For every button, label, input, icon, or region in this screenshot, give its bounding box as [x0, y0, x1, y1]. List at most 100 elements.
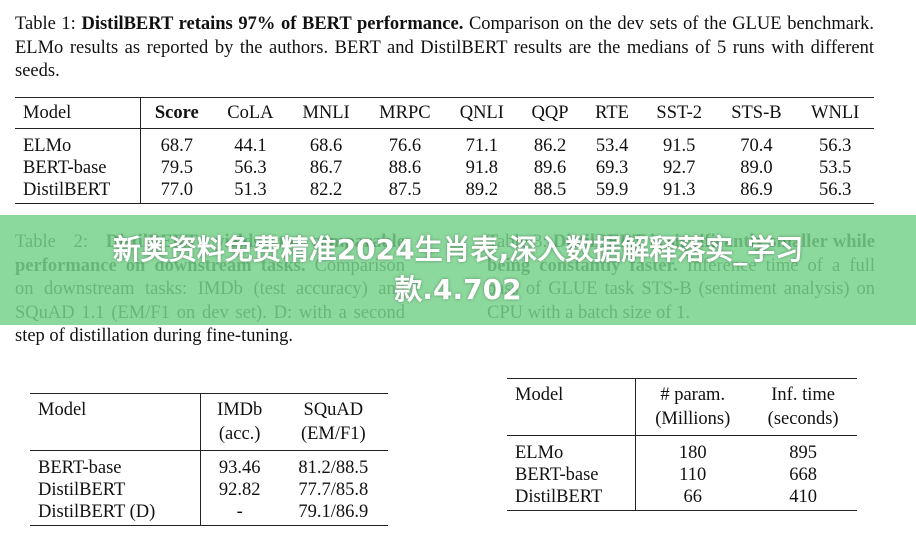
header-cell: IMDb (acc.): [200, 393, 279, 451]
cell: 91.8: [465, 158, 498, 178]
header-cell: STS-B: [716, 97, 797, 129]
cell: 82.2: [287, 179, 365, 204]
header-cell: SST-2: [642, 97, 717, 129]
header-text: CoLA: [227, 103, 274, 123]
banner: 新奥资料免费精准2024生肖表,深入数据解释落实_学习款.4.702: [0, 215, 916, 325]
cell: 93.46: [218, 458, 261, 478]
header-text: Inf. time: [771, 385, 835, 405]
header-text: SST-2: [656, 103, 703, 123]
header-cell: WNLI: [796, 97, 874, 129]
row: BERT-base 93.46 81.2/88.5: [30, 450, 388, 479]
cell: DistilBERT: [507, 486, 637, 511]
row: BERT-base 110 668: [507, 464, 857, 486]
cell: 71.1: [465, 136, 498, 156]
cell: 51.3: [212, 179, 288, 204]
cell: 77.0: [140, 179, 213, 204]
header-text: SQuAD: [303, 400, 364, 420]
header-text: Score: [154, 103, 199, 123]
cell: 91.5: [663, 136, 696, 156]
cell: 89.2: [445, 179, 519, 204]
table: Model IMDb (acc.) SQuAD (EM/F1) BERT-base 93.4…: [30, 393, 388, 526]
cell: 68.6: [309, 136, 343, 156]
cell: 59.9: [582, 179, 643, 204]
cell: ELMo: [507, 435, 637, 464]
cell: 56.3: [234, 158, 267, 178]
header-text: (Millions): [655, 409, 731, 429]
header-cell: MNLI: [287, 97, 365, 129]
row: BERT-base 79.5 56.3 86.7 88.6 91.8 89.6 69.3 92.…: [15, 157, 874, 179]
cell: 88.5: [518, 179, 582, 204]
cell: 53.4: [595, 136, 629, 156]
header-row: Model IMDb (acc.) SQuAD (EM/F1): [30, 393, 388, 451]
header-cell: CoLA: [212, 97, 288, 129]
cell: 180: [678, 443, 707, 463]
header-cell: QQP: [518, 97, 582, 129]
header-cell: SQuAD (EM/F1): [278, 393, 388, 451]
header-cell: Inf. time (seconds): [749, 378, 857, 436]
cell: 44.1: [234, 136, 267, 156]
header-text: RTE: [595, 103, 629, 123]
header-text: MRPC: [379, 103, 431, 123]
cell: 410: [749, 486, 857, 511]
header-text: Model: [38, 400, 87, 420]
header-text: IMDb: [217, 400, 263, 420]
cell: 68.7: [160, 136, 193, 156]
header-cell: RTE: [582, 97, 643, 129]
header-text: (seconds): [767, 409, 839, 429]
cell: 110: [679, 465, 707, 485]
header-text: Model: [515, 385, 564, 405]
row: DistilBERT 77.0 51.3 82.2 87.5 89.2 88.5 59.9 91…: [15, 179, 874, 204]
cell: 69.3: [595, 158, 629, 178]
header-text: (EM/F1): [300, 424, 366, 444]
cell: DistilBERT: [30, 479, 201, 501]
header-row: Model # param. (Millions) Inf. time (seconds…: [507, 378, 857, 436]
cell: 92.82: [218, 480, 261, 500]
header-cell: Model: [15, 97, 141, 129]
cell: 79.5: [160, 158, 193, 178]
cell: 895: [789, 443, 817, 463]
caption-text: Comparison on the dev sets of the GLUE b…: [15, 14, 875, 81]
cell: DistilBERT (D): [30, 501, 201, 526]
cell: 89.0: [740, 158, 773, 178]
cell: 81.2/88.5: [298, 458, 369, 478]
cell: BERT-base: [30, 450, 201, 479]
header-cell: Score: [140, 97, 213, 129]
cell: 66: [635, 486, 750, 511]
row: DistilBERT 66 410: [507, 486, 857, 511]
caption-bold: DistilBERT retains 97% of BERT performan…: [81, 14, 464, 34]
header-text: (acc.): [218, 424, 261, 444]
cell: 56.3: [819, 136, 852, 156]
cell: ELMo: [15, 128, 141, 157]
cell: 53.5: [819, 158, 852, 178]
row: ELMo 68.7 44.1 68.6 76.6 71.1 86.2 53.4 91.5 70.4…: [15, 128, 874, 157]
header-cell: QNLI: [445, 97, 519, 129]
cell: 89.6: [533, 158, 567, 178]
cell: DistilBERT: [15, 179, 141, 204]
cell: 91.3: [642, 179, 717, 204]
cell: -: [200, 501, 279, 526]
header-row: Model Score CoLA MNLI MRPC QNLI QQP RTE SST-2 STS…: [15, 97, 874, 129]
caption-label: Table 1:: [15, 14, 76, 34]
table: Model # param. (Millions) Inf. time (seconds…: [507, 378, 857, 511]
table-caption: Table 1: DistilBERT retains 97% of BERT …: [15, 13, 874, 84]
cell: 70.4: [740, 136, 773, 156]
banner-text: 新奥资料免费精准2024生肖表,深入数据解释落实_学习款.4.702: [112, 233, 804, 306]
header-text: MNLI: [302, 103, 350, 123]
cell: 76.6: [388, 136, 422, 156]
cell: 88.6: [388, 158, 422, 178]
cell: 56.3: [796, 179, 874, 204]
header-text: # param.: [660, 385, 726, 405]
row: DistilBERT 92.82 77.7/85.8: [30, 479, 388, 501]
cell: 79.1/86.9: [278, 501, 388, 526]
table: Model Score CoLA MNLI MRPC QNLI QQP RTE SST-2 STS…: [15, 97, 874, 204]
header-text: STS-B: [731, 103, 782, 123]
cell: 77.7/85.8: [298, 480, 369, 500]
row: ELMo 180 895: [507, 435, 857, 464]
cell: 86.2: [533, 136, 567, 156]
header-text: QNLI: [459, 103, 504, 123]
cell: 87.5: [364, 179, 446, 204]
header-cell: Model: [507, 378, 637, 436]
cell: 86.7: [309, 158, 343, 178]
cell: 86.9: [716, 179, 797, 204]
row: DistilBERT (D) -79.1/86.9: [30, 501, 388, 526]
